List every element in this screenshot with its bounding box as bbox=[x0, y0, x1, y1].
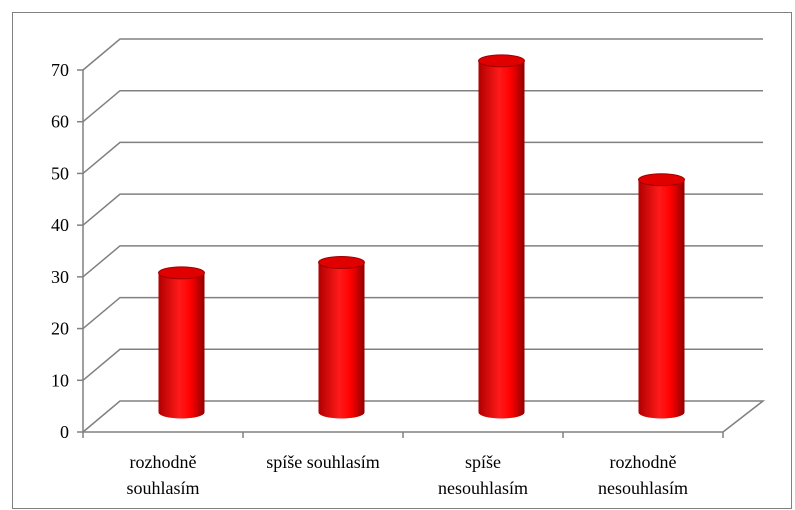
gridline bbox=[82, 89, 763, 123]
bar-top bbox=[638, 173, 685, 187]
gridline bbox=[82, 38, 763, 71]
y-tick-label: 50 bbox=[51, 163, 69, 183]
x-category-label: rozhodně souhlasím bbox=[126, 452, 199, 498]
y-tick-label: 0 bbox=[60, 422, 69, 442]
y-tick-label: 70 bbox=[51, 60, 69, 80]
x-category-label-line: spíše bbox=[465, 452, 501, 472]
y-tick-label: 30 bbox=[51, 267, 69, 287]
gridline bbox=[82, 193, 763, 226]
x-category-label-line: nesouhlasím bbox=[598, 478, 688, 498]
y-tick-label: 10 bbox=[51, 370, 69, 390]
x-category-label-line: rozhodně bbox=[610, 452, 677, 472]
x-category-label-line: spíše souhlasím bbox=[266, 452, 380, 472]
y-tick-label: 60 bbox=[51, 112, 69, 132]
y-tick-label: 40 bbox=[51, 215, 69, 235]
y-axis-tick-labels: 0 10 20 30 40 50 60 70 bbox=[51, 60, 69, 442]
x-category-label: rozhodně nesouhlasím bbox=[598, 452, 688, 498]
gridline bbox=[82, 296, 763, 330]
x-category-label-line: rozhodně bbox=[130, 452, 197, 472]
bar bbox=[638, 173, 685, 419]
bar-body bbox=[638, 179, 685, 419]
bar bbox=[158, 266, 205, 419]
bars bbox=[158, 54, 685, 419]
bar bbox=[478, 54, 525, 419]
gridline bbox=[82, 245, 763, 278]
bar-body bbox=[318, 262, 365, 419]
x-category-label: spíše souhlasím bbox=[266, 452, 380, 472]
y-tick-label: 20 bbox=[51, 319, 69, 339]
x-category-label-line: souhlasím bbox=[126, 478, 199, 498]
bar-body bbox=[158, 272, 205, 419]
bar-top bbox=[318, 256, 365, 270]
gridline bbox=[82, 348, 763, 381]
x-category-label-line: nesouhlasím bbox=[438, 478, 528, 498]
bar-top bbox=[158, 266, 205, 280]
gridline bbox=[82, 141, 763, 175]
x-category-label: spíše nesouhlasím bbox=[438, 452, 528, 498]
bar-body bbox=[478, 60, 525, 419]
axes bbox=[77, 69, 724, 438]
gridlines bbox=[82, 38, 766, 433]
floor-gridline bbox=[82, 400, 766, 433]
x-axis-category-labels: rozhodně souhlasím spíše souhlasím spíše nes… bbox=[126, 452, 688, 498]
bar-top bbox=[478, 54, 525, 68]
bar bbox=[318, 256, 365, 419]
